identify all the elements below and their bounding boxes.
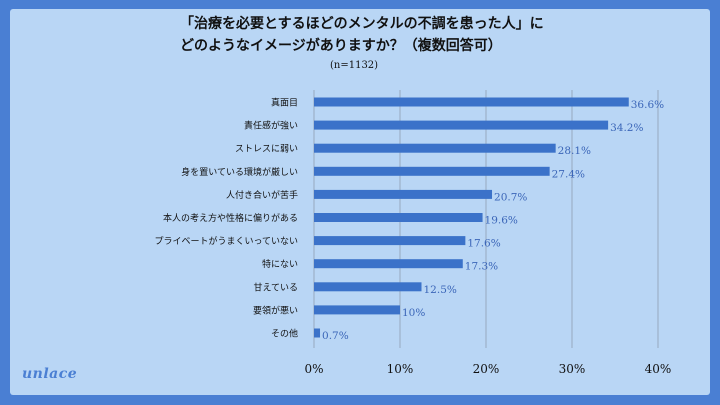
category-label: 身を置いている環境が厳しい: [181, 166, 298, 178]
value-label: 12.5%: [424, 284, 457, 296]
category-label: 人付き合いが苦手: [226, 189, 298, 201]
x-tick-label: 10%: [387, 362, 414, 376]
x-tick-label: 40%: [645, 362, 672, 376]
bar-1: [314, 120, 609, 130]
value-label: 19.6%: [485, 215, 518, 227]
chart-title-line-2: どのようなイメージがありますか？（複数回答可）: [180, 38, 502, 54]
bar-3: [314, 166, 550, 176]
bar-10: [314, 328, 321, 338]
chart-title-line-1: 「治療を必要とするほどのメンタルの不調を患った人」に: [180, 16, 544, 32]
bar-4: [314, 189, 493, 199]
category-label: 真面目: [271, 97, 298, 109]
category-label: 要領が悪い: [253, 304, 298, 316]
value-label: 0.7%: [322, 330, 349, 342]
category-label: 本人の考え方や性格に偏りがある: [163, 212, 298, 224]
bar-9: [314, 305, 400, 315]
chart-card: [10, 9, 710, 395]
value-label: 36.6%: [631, 99, 664, 111]
x-tick-label: 0%: [304, 362, 323, 376]
value-label: 20.7%: [494, 191, 527, 203]
brand-logo: unlace: [22, 366, 78, 382]
value-label: 17.6%: [467, 238, 500, 250]
value-label: 34.2%: [610, 122, 643, 134]
bar-2: [314, 143, 556, 153]
category-label: 責任感が強い: [244, 120, 298, 132]
sample-size-note: (n=1132): [330, 60, 379, 71]
category-label: その他: [271, 328, 298, 340]
category-label: 甘えている: [253, 281, 298, 293]
bar-8: [314, 282, 422, 292]
bar-7: [314, 259, 463, 269]
chart-title: 「治療を必要とするほどのメンタルの不調を患った人」に どのようなイメージがありま…: [180, 13, 580, 57]
bar-5: [314, 213, 483, 222]
category-label: ストレスに弱い: [235, 144, 298, 155]
value-label: 10%: [402, 307, 425, 319]
value-label: 17.3%: [465, 261, 498, 273]
x-tick-label: 30%: [559, 362, 586, 376]
category-label: 特にない: [262, 258, 298, 270]
x-tick-label: 20%: [473, 362, 500, 376]
category-label: プライベートがうまくいっていない: [154, 235, 298, 247]
value-label: 28.1%: [558, 145, 591, 157]
value-label: 27.4%: [552, 168, 585, 180]
bar-6: [314, 236, 466, 246]
bar-0: [314, 97, 629, 107]
